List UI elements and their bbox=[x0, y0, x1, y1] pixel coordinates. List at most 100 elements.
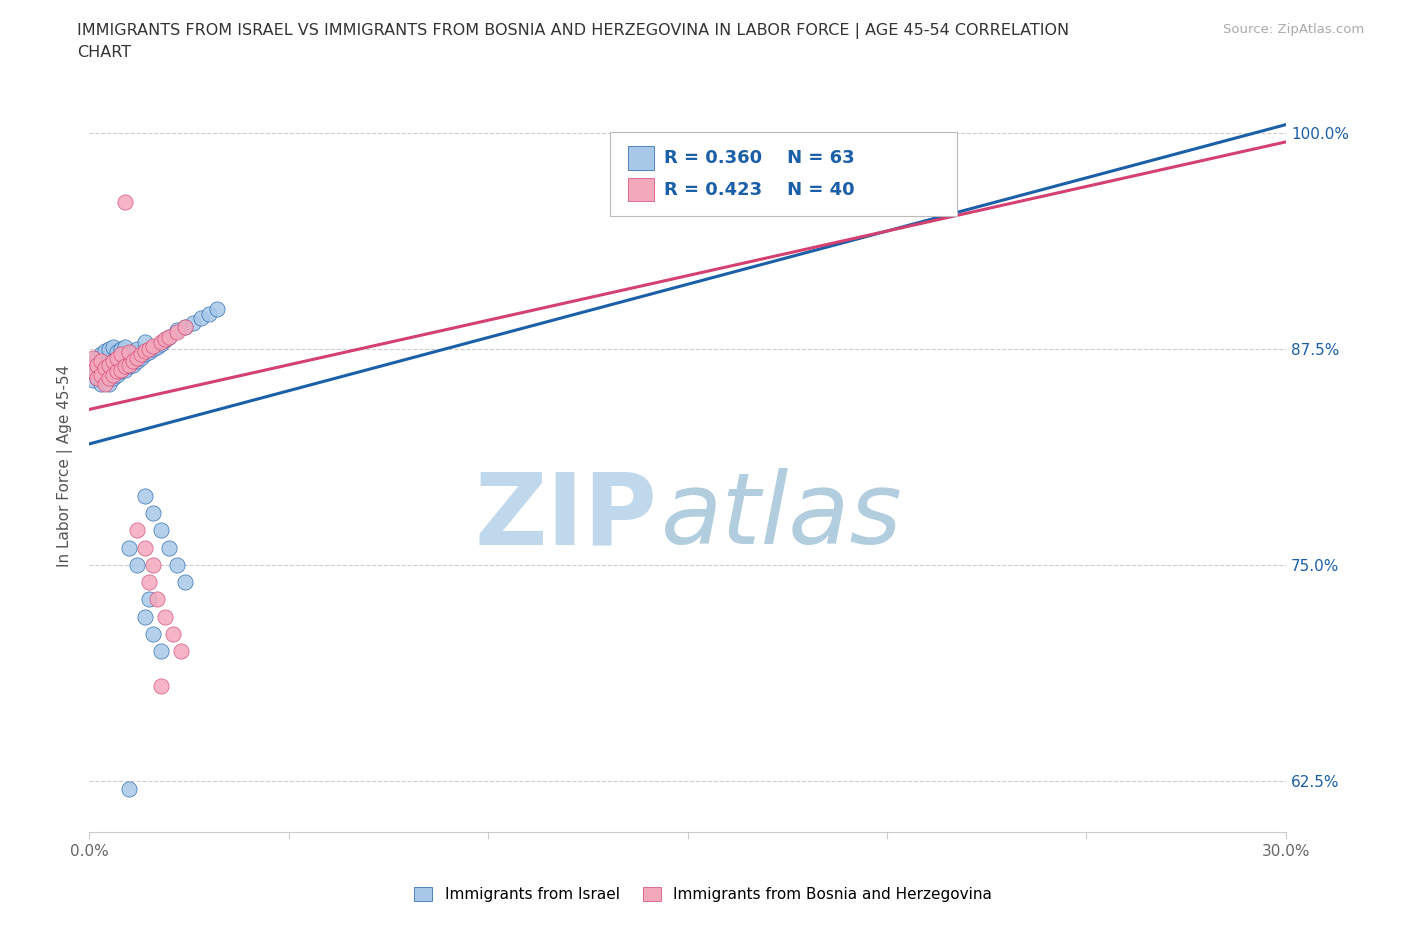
Point bbox=[114, 339, 136, 354]
Point bbox=[118, 345, 141, 360]
Point bbox=[118, 782, 141, 797]
Point bbox=[129, 351, 152, 365]
Point bbox=[105, 357, 128, 372]
Point bbox=[162, 627, 184, 642]
Point bbox=[153, 331, 176, 346]
Point bbox=[125, 351, 148, 365]
Point bbox=[90, 347, 112, 362]
Point bbox=[134, 343, 156, 358]
Point bbox=[101, 367, 124, 382]
Point bbox=[114, 363, 136, 378]
Point bbox=[125, 341, 148, 356]
Point bbox=[114, 195, 136, 210]
Text: Source: ZipAtlas.com: Source: ZipAtlas.com bbox=[1223, 23, 1364, 36]
Text: R = 0.360    N = 63: R = 0.360 N = 63 bbox=[664, 149, 855, 167]
Point bbox=[138, 575, 160, 590]
Point bbox=[86, 371, 108, 386]
Text: CHART: CHART bbox=[77, 45, 131, 60]
Point bbox=[86, 351, 108, 365]
Point bbox=[90, 376, 112, 391]
Point bbox=[82, 373, 104, 388]
Point bbox=[170, 644, 193, 658]
Point bbox=[94, 361, 117, 376]
Point bbox=[157, 329, 180, 344]
Point bbox=[94, 376, 117, 391]
Point bbox=[153, 333, 176, 348]
Point bbox=[114, 352, 136, 366]
Point bbox=[114, 359, 136, 374]
Point bbox=[122, 357, 145, 372]
Point bbox=[105, 345, 128, 360]
Point bbox=[153, 609, 176, 624]
Point bbox=[98, 353, 121, 368]
Bar bbox=[627, 178, 654, 202]
Point bbox=[98, 341, 121, 356]
Point bbox=[98, 371, 121, 386]
Point bbox=[82, 351, 104, 365]
Point bbox=[174, 319, 197, 334]
Point bbox=[118, 540, 141, 555]
Point bbox=[198, 307, 221, 322]
Point bbox=[86, 371, 108, 386]
Point bbox=[134, 488, 156, 503]
Point bbox=[166, 557, 188, 572]
Point bbox=[174, 319, 197, 334]
Point bbox=[134, 540, 156, 555]
Point bbox=[94, 355, 117, 370]
Point bbox=[94, 367, 117, 382]
Point bbox=[129, 347, 152, 362]
Point bbox=[94, 343, 117, 358]
Point bbox=[205, 302, 228, 317]
Point bbox=[142, 627, 165, 642]
Point bbox=[86, 359, 108, 374]
Point bbox=[138, 345, 160, 360]
Text: ZIP: ZIP bbox=[475, 469, 658, 565]
Point bbox=[174, 575, 197, 590]
Point bbox=[110, 347, 132, 362]
Point bbox=[166, 323, 188, 338]
Point bbox=[118, 359, 141, 374]
Bar bbox=[627, 146, 654, 170]
Point bbox=[110, 364, 132, 379]
Point bbox=[142, 339, 165, 353]
Point bbox=[125, 523, 148, 538]
FancyBboxPatch shape bbox=[610, 132, 957, 216]
Point bbox=[134, 609, 156, 624]
Point bbox=[190, 311, 212, 325]
Point bbox=[142, 557, 165, 572]
Point bbox=[98, 357, 121, 372]
Point bbox=[125, 557, 148, 572]
Point bbox=[149, 644, 172, 658]
Point bbox=[98, 376, 121, 391]
Point bbox=[138, 591, 160, 606]
Point bbox=[105, 364, 128, 379]
Point bbox=[110, 341, 132, 356]
Point bbox=[149, 523, 172, 538]
Point bbox=[118, 347, 141, 362]
Y-axis label: In Labor Force | Age 45-54: In Labor Force | Age 45-54 bbox=[58, 365, 73, 566]
Text: IMMIGRANTS FROM ISRAEL VS IMMIGRANTS FROM BOSNIA AND HERZEGOVINA IN LABOR FORCE : IMMIGRANTS FROM ISRAEL VS IMMIGRANTS FRO… bbox=[77, 23, 1070, 39]
Point bbox=[146, 339, 169, 354]
Point bbox=[125, 353, 148, 368]
Point bbox=[122, 353, 145, 368]
Point bbox=[94, 375, 117, 390]
Point bbox=[105, 367, 128, 382]
Point bbox=[101, 353, 124, 368]
Point bbox=[82, 364, 104, 379]
Point bbox=[86, 357, 108, 372]
Point bbox=[101, 353, 124, 368]
Point bbox=[122, 345, 145, 360]
Point bbox=[90, 363, 112, 378]
Point bbox=[105, 351, 128, 365]
Point bbox=[157, 540, 180, 555]
Point bbox=[149, 678, 172, 693]
Point bbox=[98, 364, 121, 379]
Point bbox=[142, 341, 165, 356]
Point bbox=[90, 367, 112, 382]
Point bbox=[181, 315, 204, 330]
Point bbox=[110, 363, 132, 378]
Point bbox=[157, 329, 180, 344]
Point bbox=[118, 357, 141, 372]
Point bbox=[90, 353, 112, 368]
Text: R = 0.423    N = 40: R = 0.423 N = 40 bbox=[664, 180, 855, 199]
